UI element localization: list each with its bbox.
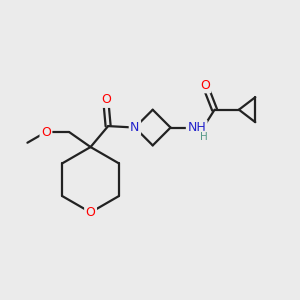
Text: O: O: [200, 79, 210, 92]
Text: O: O: [41, 125, 51, 139]
Text: O: O: [85, 206, 95, 219]
Text: NH: NH: [187, 121, 206, 134]
Text: O: O: [101, 93, 111, 106]
Text: N: N: [130, 121, 140, 134]
Text: H: H: [200, 132, 208, 142]
